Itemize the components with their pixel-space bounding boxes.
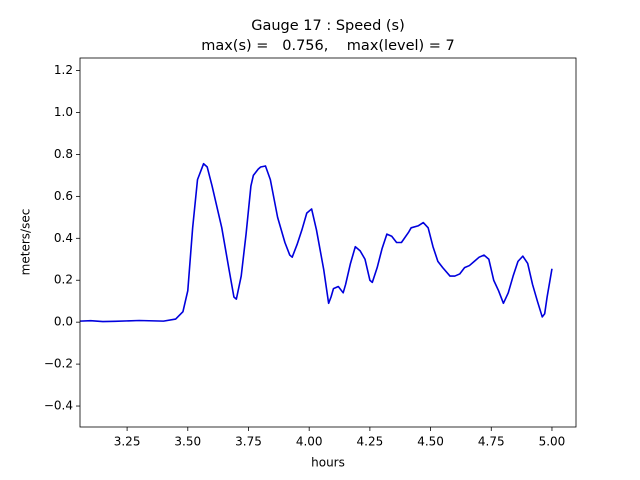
x-axis-label: hours xyxy=(311,456,345,470)
x-tick-label: 5.00 xyxy=(539,435,566,449)
y-axis-label: meters/sec xyxy=(19,209,33,276)
x-tick-label: 4.50 xyxy=(417,435,444,449)
x-tick-label: 4.75 xyxy=(478,435,505,449)
y-tick-label: 1.2 xyxy=(54,63,73,77)
y-tick-label: −0.4 xyxy=(44,399,73,413)
data-line xyxy=(79,162,553,323)
x-tick-label: 4.25 xyxy=(357,435,384,449)
y-tick-label: 0.2 xyxy=(54,273,73,287)
chart-title: Gauge 17 : Speed (s) xyxy=(251,18,405,34)
y-tick-label: 0.6 xyxy=(54,189,73,203)
y-tick-label: 0.4 xyxy=(54,231,73,245)
y-tick-label: −0.2 xyxy=(44,357,73,371)
y-tick-label: 0.0 xyxy=(54,315,73,329)
plot-frame xyxy=(79,57,577,428)
y-tick-label: 1.0 xyxy=(54,105,73,119)
chart-subtitle: max(s) = 0.756, max(level) = 7 xyxy=(201,38,455,54)
x-tick-label: 3.75 xyxy=(235,435,262,449)
y-tick-label: 0.8 xyxy=(54,147,73,161)
x-tick-label: 4.00 xyxy=(296,435,323,449)
x-tick-label: 3.25 xyxy=(114,435,141,449)
x-tick-label: 3.50 xyxy=(174,435,201,449)
